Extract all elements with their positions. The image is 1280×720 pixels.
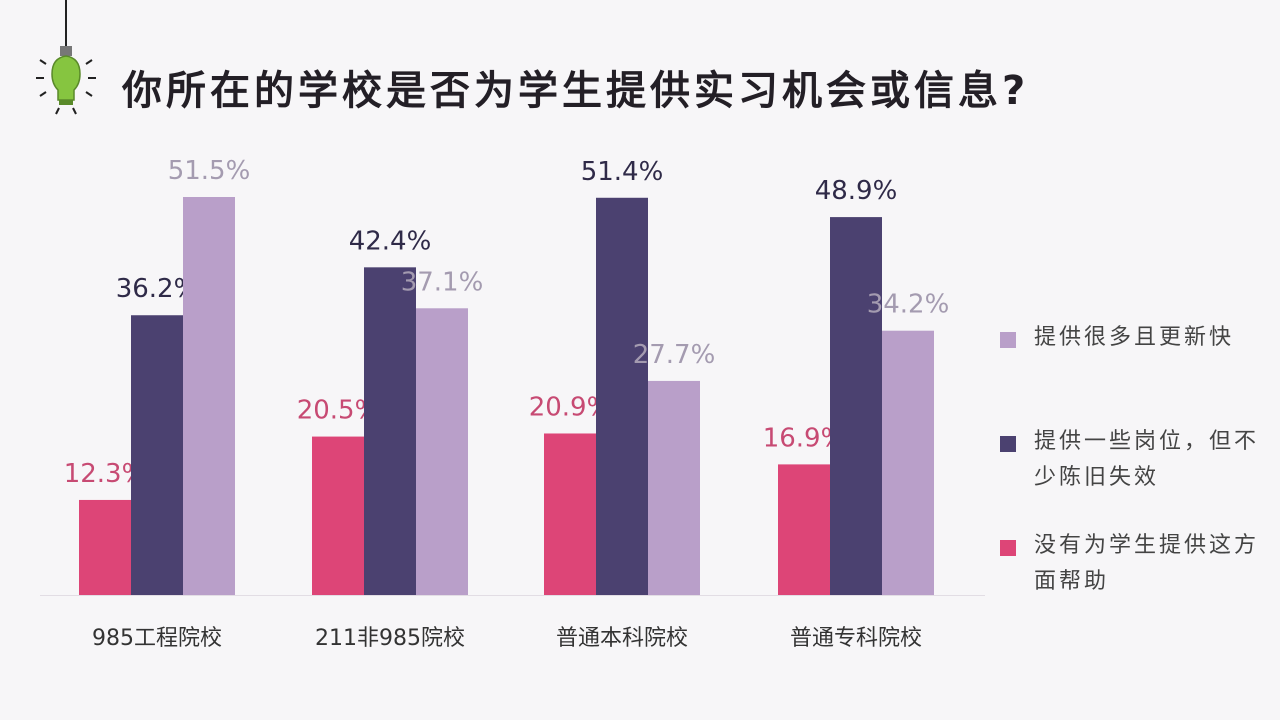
data-label: 27.7% [633,340,716,370]
legend-swatch [1000,436,1016,452]
legend-label: 提供很多且更新快 [1034,325,1235,350]
data-label: 34.2% [867,290,950,320]
bar [544,433,596,595]
bar [312,436,364,595]
legend-label: 没有为学生提供这方面帮助 [1034,533,1260,594]
lightbulb-icon [36,0,96,115]
bar [830,217,882,595]
bar [596,197,648,595]
chart-title: 你所在的学校是否为学生提供实习机会或信息? [122,68,1030,114]
legend-swatch [1000,540,1016,556]
bar [79,499,131,595]
legend: 提供很多且更新快提供一些岗位，但不少陈旧失效 没有为学生提供这方面帮助 [996,320,1280,632]
bar [183,197,235,595]
legend-item: 提供很多且更新快 [996,320,1280,424]
bar [882,330,934,595]
bar [416,308,468,595]
data-label: 37.1% [401,267,484,297]
data-label: 51.4% [581,157,664,187]
bar [364,267,416,595]
x-tick-label: 211非985院校 [315,626,465,651]
legend-item: 提供一些岗位，但不少陈旧失效 [996,424,1280,528]
bar [648,380,700,595]
legend-swatch [1000,332,1016,348]
x-tick-label: 985工程院校 [92,626,222,651]
data-label: 48.9% [815,176,898,206]
legend-label: 提供一些岗位，但不少陈旧失效 [1034,429,1260,490]
x-tick-label: 普通本科院校 [556,626,688,651]
bar [778,464,830,595]
bar [131,315,183,595]
data-label: 42.4% [349,226,432,256]
legend-item: 没有为学生提供这方面帮助 [996,528,1280,632]
x-tick-label: 普通专科院校 [790,626,922,651]
data-label: 51.5% [168,156,251,186]
